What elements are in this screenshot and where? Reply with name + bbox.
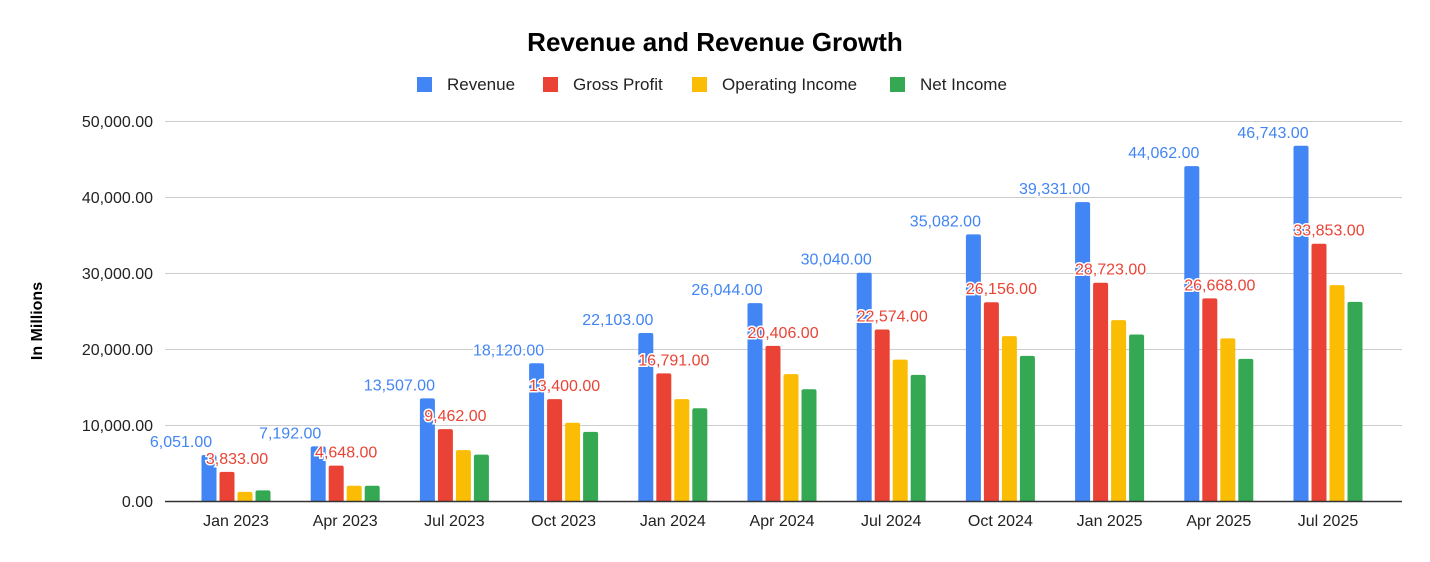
data-label: 3,833.00 <box>206 451 268 468</box>
bar-gross-profit <box>437 429 453 501</box>
bars <box>201 145 1363 502</box>
x-tick-label: Jul 2023 <box>424 513 485 530</box>
bar-gross-profit <box>874 329 890 501</box>
x-tick-label: Jan 2024 <box>640 513 706 530</box>
data-label: 4,648.00 <box>315 445 377 462</box>
y-tick-label: 20,000.00 <box>82 342 153 359</box>
bar-net-income <box>1129 334 1145 501</box>
bar-gross-profit <box>765 345 781 501</box>
bar-net-income <box>255 490 271 501</box>
bar-net-income <box>1019 355 1035 501</box>
bar-revenue <box>310 446 326 501</box>
bar-revenue <box>201 455 217 501</box>
x-tick-label: Oct 2023 <box>531 513 596 530</box>
data-label: 6,051.00 <box>150 434 212 451</box>
data-label: 35,082.00 <box>910 213 981 230</box>
bar-gross-profit <box>1202 298 1218 501</box>
data-labels: 6,051.003,833.00 7,192.00 4,648.00 13,507.0… <box>148 123 1366 469</box>
bar-operating-income <box>783 374 799 501</box>
data-label: 9,462.00 <box>424 408 486 425</box>
bar-net-income <box>583 431 599 501</box>
data-label: 16,791.00 <box>638 352 709 369</box>
data-label: 22,574.00 <box>857 308 928 325</box>
data-label: 13,400.00 <box>529 378 600 395</box>
chart-title: Revenue and Revenue Growth <box>527 27 903 57</box>
legend: Revenue Gross Profit Operating Income Net I… <box>417 75 1007 94</box>
legend-label: Operating Income <box>722 75 857 94</box>
bar-operating-income <box>1329 285 1345 501</box>
x-tick-label: Jan 2023 <box>203 513 269 530</box>
y-tick-label: 10,000.00 <box>82 418 153 435</box>
data-label: 39,331.00 <box>1019 181 1090 198</box>
x-tick-label: Jul 2024 <box>861 513 922 530</box>
y-axis-label: In Millions <box>29 282 46 360</box>
bar-gross-profit <box>983 302 999 501</box>
bar-revenue <box>1293 145 1309 501</box>
data-label: 26,044.00 <box>691 282 762 299</box>
x-tick-label: Apr 2025 <box>1186 513 1251 530</box>
bar-operating-income <box>674 399 690 501</box>
legend-label: Gross Profit <box>573 75 663 94</box>
bar-net-income <box>364 485 380 501</box>
bar-net-income <box>1347 301 1363 501</box>
bar-revenue <box>1184 166 1200 502</box>
bar-gross-profit <box>656 373 672 501</box>
bar-revenue <box>638 333 654 501</box>
data-label: 20,406.00 <box>747 325 818 342</box>
x-axis-ticks: Jan 2023 Apr 2023 Jul 2023 Oct 2023 Jan 2024… <box>203 513 1358 530</box>
x-tick-label: Apr 2023 <box>313 513 378 530</box>
legend-swatch <box>890 77 905 92</box>
data-label: 22,103.00 <box>582 312 653 329</box>
bar-revenue <box>747 303 763 501</box>
legend-swatch <box>417 77 432 92</box>
bar-operating-income <box>1111 320 1127 501</box>
bar-gross-profit <box>547 399 563 501</box>
bar-net-income <box>692 408 708 501</box>
bar-gross-profit <box>1311 243 1327 501</box>
data-label: 33,853.00 <box>1293 223 1364 240</box>
bar-operating-income <box>455 450 471 501</box>
bar-operating-income <box>237 491 253 501</box>
data-label: 44,062.00 <box>1128 145 1199 162</box>
data-label: 46,743.00 <box>1237 125 1308 142</box>
bar-net-income <box>801 389 817 501</box>
legend-label: Net Income <box>920 75 1007 94</box>
bar-operating-income <box>892 359 908 501</box>
bar-revenue <box>856 272 872 501</box>
data-label: 28,723.00 <box>1075 262 1146 279</box>
legend-swatch <box>543 77 558 92</box>
bar-net-income <box>473 454 489 501</box>
bar-revenue <box>965 234 981 501</box>
bar-gross-profit <box>1093 282 1109 501</box>
bar-net-income <box>910 374 926 501</box>
x-tick-label: Jul 2025 <box>1298 513 1359 530</box>
bar-gross-profit <box>219 471 235 501</box>
bar-revenue <box>419 398 435 501</box>
legend-swatch <box>692 77 707 92</box>
x-tick-label: Jan 2025 <box>1077 513 1143 530</box>
bar-revenue <box>1075 202 1091 501</box>
bar-operating-income <box>1001 336 1017 501</box>
data-label: 7,192.00 <box>259 425 321 442</box>
bar-operating-income <box>565 422 581 501</box>
bar-gross-profit <box>328 465 344 501</box>
data-label: 26,668.00 <box>1184 277 1255 294</box>
bar-net-income <box>1238 358 1254 501</box>
bar-operating-income <box>346 485 362 501</box>
x-tick-label: Apr 2024 <box>750 513 815 530</box>
y-tick-label: 0.00 <box>122 494 153 511</box>
data-label: 30,040.00 <box>801 252 872 269</box>
bar-operating-income <box>1220 338 1236 501</box>
bar-revenue <box>529 363 545 501</box>
data-label: 13,507.00 <box>364 377 435 394</box>
x-tick-label: Oct 2024 <box>968 513 1033 530</box>
data-label: 18,120.00 <box>473 342 544 359</box>
y-tick-label: 30,000.00 <box>82 266 153 283</box>
legend-label: Revenue <box>447 75 515 94</box>
y-axis-ticks: 0.00 10,000.00 20,000.00 30,000.00 40,000.00… <box>82 114 153 511</box>
y-tick-label: 40,000.00 <box>82 190 153 207</box>
data-label: 26,156.00 <box>966 281 1037 298</box>
y-tick-label: 50,000.00 <box>82 114 153 131</box>
